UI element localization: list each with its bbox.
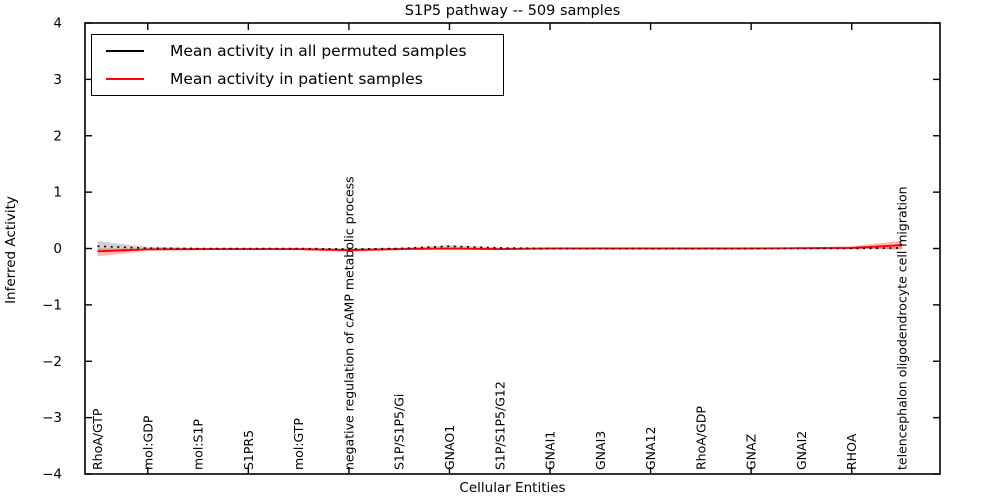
y-tick-label: 2	[53, 128, 62, 144]
series-line-1	[97, 244, 903, 253]
legend-item-permuted: Mean activity in all permuted samples	[92, 38, 503, 64]
y-tick-label: −4	[42, 467, 62, 483]
category-label: S1PR5	[241, 430, 256, 470]
category-label: GNAI3	[593, 431, 608, 470]
category-label: mol:GTP	[291, 418, 306, 470]
y-tick-label: −2	[42, 354, 62, 370]
legend-label: Mean activity in patient samples	[170, 70, 423, 88]
category-label: RhoA/GTP	[90, 408, 105, 470]
y-axis-title: Inferred Activity	[3, 196, 19, 304]
category-label: GNAI1	[543, 431, 558, 470]
category-label: S1P/S1P5/G12	[492, 381, 507, 470]
y-tick-label: −3	[42, 410, 62, 426]
category-label: telencephalon oligodendrocyte cell migra…	[895, 186, 910, 470]
category-label: GNAZ	[744, 434, 759, 470]
category-label: GNA12	[643, 427, 658, 471]
legend-label: Mean activity in all permuted samples	[170, 42, 467, 60]
legend-line-sample-red	[106, 78, 144, 80]
y-tick-label: −1	[42, 297, 62, 313]
category-label: S1P/S1P5/Gi	[392, 394, 407, 470]
x-axis-title: Cellular Entities	[459, 480, 566, 496]
legend-line-sample-black	[106, 50, 144, 52]
category-label: mol:S1P	[191, 419, 206, 470]
category-label: RhoA/GDP	[693, 406, 708, 470]
category-label: RHOA	[844, 433, 859, 470]
y-tick-label: 4	[53, 16, 62, 32]
category-label: GNAI2	[794, 431, 809, 470]
legend-item-patient: Mean activity in patient samples	[92, 66, 503, 92]
category-label: mol:GDP	[140, 415, 155, 470]
category-label: GNAO1	[442, 425, 457, 470]
legend: Mean activity in all permuted samples Me…	[91, 34, 504, 96]
y-tick-label: 3	[53, 72, 62, 88]
chart-title: S1P5 pathway -- 509 samples	[404, 3, 621, 19]
y-tick-label: 1	[53, 185, 62, 201]
y-tick-label: 0	[53, 241, 62, 257]
category-label: negative regulation of cAMP metabolic pr…	[341, 176, 356, 470]
